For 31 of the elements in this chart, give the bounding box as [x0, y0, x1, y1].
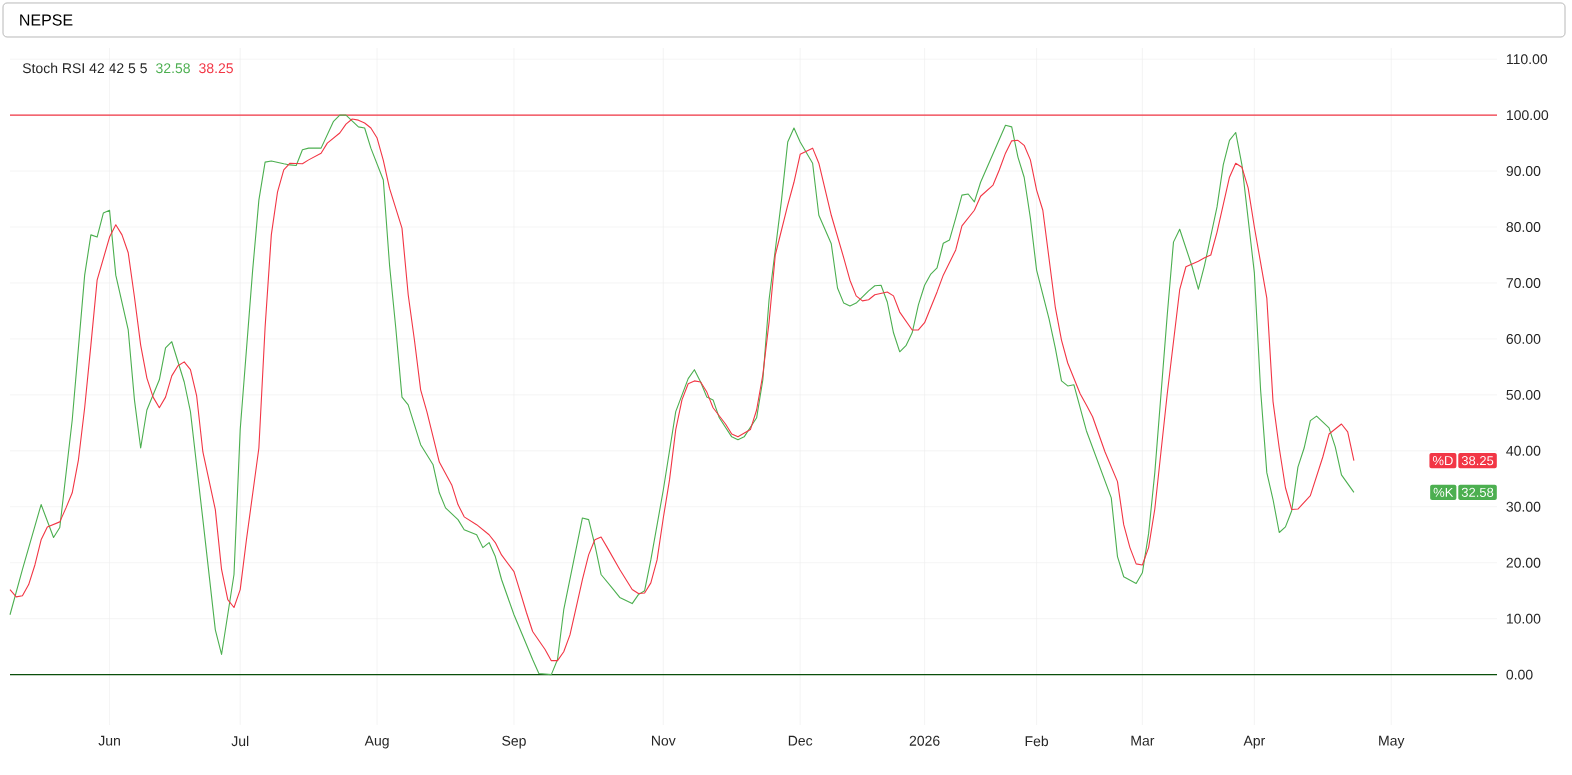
y-tick-label: 60.00 — [1506, 333, 1541, 344]
y-tick-label: 70.00 — [1506, 278, 1541, 288]
x-tick-label: Jun — [98, 735, 120, 746]
y-tick-label: 100.00 — [1506, 110, 1549, 121]
x-tick-label: May — [1379, 735, 1405, 749]
x-tick-label: Aug — [364, 735, 389, 749]
legend-label: %D — [1432, 456, 1453, 466]
y-tick-label: 90.00 — [1506, 166, 1541, 177]
y-tick-label: 30.00 — [1506, 501, 1541, 512]
annotation: 38.25 — [1461, 456, 1494, 466]
y-tick-label: 110.00 — [1506, 54, 1548, 65]
x-tick-label: Dec — [788, 735, 813, 746]
y-tick-label: 20.00 — [1506, 557, 1541, 568]
x-tick-label: Mar — [1131, 735, 1155, 746]
y-tick-label: 50.00 — [1506, 389, 1541, 400]
y-tick-label: 40.00 — [1506, 445, 1541, 456]
y-tick-label: 80.00 — [1506, 222, 1541, 232]
x-tick-label: Nov — [651, 735, 676, 746]
x-tick-label: Jul — [231, 735, 249, 747]
annotation: 32.58 — [1461, 487, 1494, 497]
x-tick-label: 2026 — [909, 735, 940, 746]
text: Stoch RSI 42 42 5 5 — [22, 62, 147, 74]
y-tick-label: 10.00 — [1506, 613, 1541, 624]
x-tick-label: Apr — [1243, 735, 1266, 749]
y-tick-label: 0.00 — [1506, 669, 1533, 680]
annotation: 38.25 — [199, 63, 233, 74]
chart-title: NEPSE — [20, 14, 73, 26]
x-tick-label: Feb — [1025, 735, 1049, 747]
x-tick-label: Sep — [502, 735, 526, 749]
legend-label: %K — [1433, 487, 1454, 497]
annotation: 32.58 — [156, 63, 190, 74]
